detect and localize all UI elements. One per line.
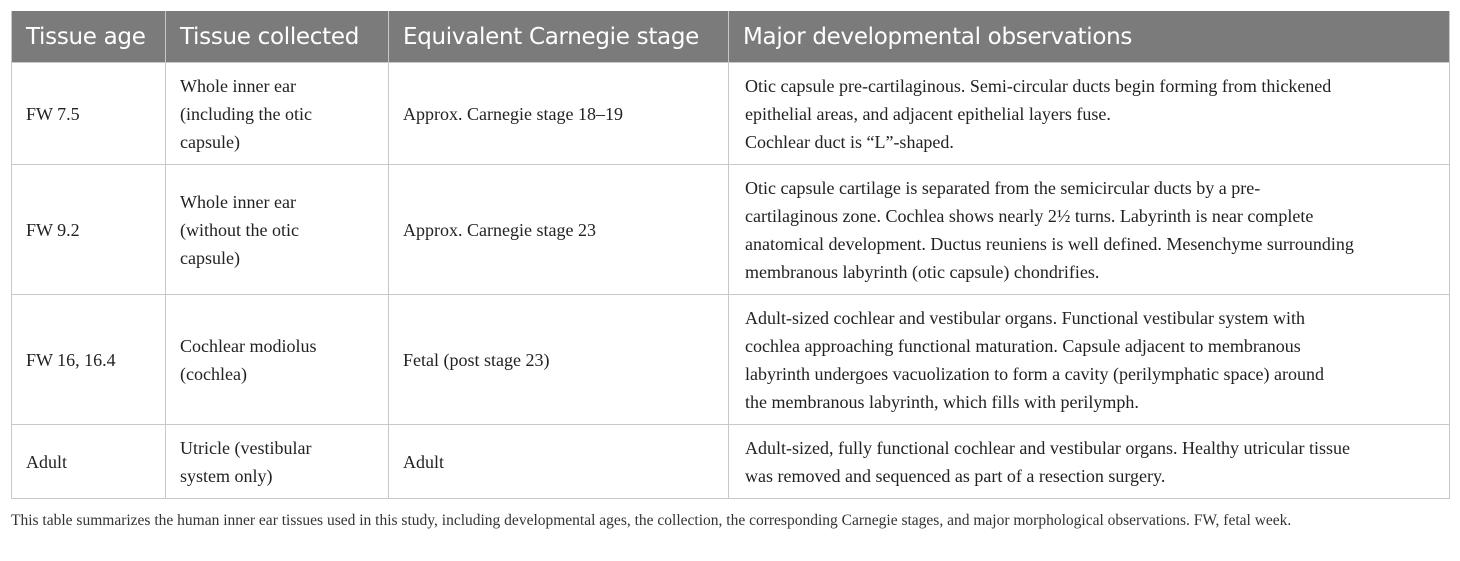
cell-collected: Utricle (vestibular system only)	[165, 424, 389, 499]
cell-collected: Whole inner ear (including the otic caps…	[165, 62, 389, 165]
header-carnegie-stage: Equivalent Carnegie stage	[388, 11, 729, 63]
table-header-row: Tissue age Tissue collected Equivalent C…	[11, 11, 1450, 63]
cell-collected: Cochlear modiolus (cochlea)	[165, 294, 389, 425]
table-row: FW 16, 16.4 Cochlear modiolus (cochlea) …	[11, 294, 1450, 425]
cell-stage: Approx. Carnegie stage 23	[388, 164, 729, 295]
cell-age: FW 9.2	[11, 164, 166, 295]
cell-observations: Adult-sized, fully functional cochlear a…	[728, 424, 1450, 499]
cell-age: Adult	[11, 424, 166, 499]
cell-collected: Whole inner ear (without the otic capsul…	[165, 164, 389, 295]
table-row: FW 9.2 Whole inner ear (without the otic…	[11, 164, 1450, 295]
tissue-table: Tissue age Tissue collected Equivalent C…	[11, 11, 1450, 499]
header-tissue-collected: Tissue collected	[165, 11, 389, 63]
header-tissue-age: Tissue age	[11, 11, 166, 63]
cell-observations: Adult-sized cochlear and vestibular orga…	[728, 294, 1450, 425]
cell-stage: Approx. Carnegie stage 18–19	[388, 62, 729, 165]
table-row: Adult Utricle (vestibular system only) A…	[11, 424, 1450, 499]
cell-stage: Adult	[388, 424, 729, 499]
header-observations: Major developmental observations	[728, 11, 1450, 63]
cell-observations: Otic capsule pre-cartilaginous. Semi-cir…	[728, 62, 1450, 165]
cell-age: FW 16, 16.4	[11, 294, 166, 425]
cell-stage: Fetal (post stage 23)	[388, 294, 729, 425]
cell-age: FW 7.5	[11, 62, 166, 165]
cell-observations: Otic capsule cartilage is separated from…	[728, 164, 1450, 295]
table-caption: This table summarizes the human inner ea…	[11, 512, 1292, 529]
table-row: FW 7.5 Whole inner ear (including the ot…	[11, 62, 1450, 165]
